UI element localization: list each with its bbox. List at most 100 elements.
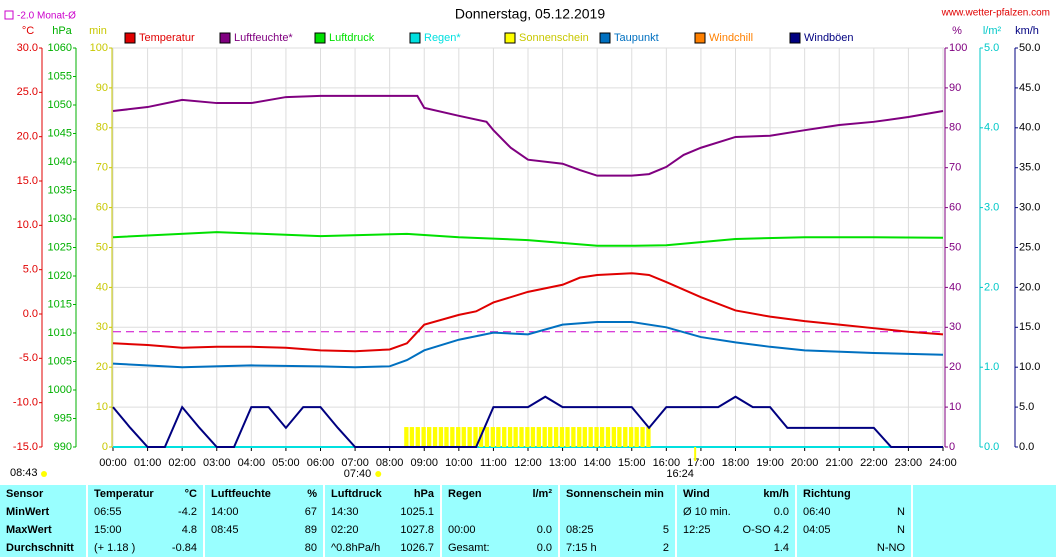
table-cell: [559, 503, 677, 521]
axis-unit: min: [89, 25, 107, 37]
table-row: Durchschnitt -0.84 (+ 1.18 ) 80 1026.7 ^0.8hP…: [0, 539, 1058, 557]
sunshine-bar: [582, 427, 587, 447]
sunshine-bar: [438, 427, 444, 447]
cell-text: Regen: [448, 488, 482, 500]
x-tick-label: 08:00: [376, 457, 404, 469]
y-tick-label: 0.0: [984, 441, 999, 453]
cell-text: (+ 1.18 ): [94, 542, 136, 554]
x-tick-label: 22:00: [860, 457, 888, 469]
table-cell: Durchschnitt: [0, 539, 88, 557]
y-tick-label: 60: [949, 202, 961, 214]
sunshine-bar: [571, 427, 576, 447]
sunshine-bar: [577, 427, 582, 447]
cell-text: 67: [304, 506, 317, 518]
y-tick-label: 100: [90, 42, 108, 54]
x-tick-label: 02:00: [168, 457, 196, 469]
sunshine-bar: [617, 427, 622, 447]
cell-text: 08:45: [211, 524, 239, 536]
sunrise-marker: [375, 471, 382, 477]
y-tick-label: 50: [96, 241, 108, 253]
y-tick-label: 100: [949, 42, 967, 54]
y-tick-label: 1045: [48, 127, 72, 139]
table-cell: -0.84 (+ 1.18 ): [87, 539, 205, 557]
legend-swatch: [599, 32, 611, 44]
cell-text: 1026.7: [400, 542, 434, 554]
cell-text: Durchschnitt: [6, 542, 74, 554]
table-cell: O-SO 4.2 12:25: [676, 521, 797, 539]
table-cell: km/h Wind: [676, 485, 797, 503]
series-line: [112, 94, 944, 177]
legend-swatch: [694, 32, 706, 44]
x-tick-label: 13:00: [549, 457, 577, 469]
legend-label: Temperatur: [139, 32, 195, 44]
x-tick-label: 09:00: [410, 457, 438, 469]
cell-text: 0.0: [536, 542, 552, 554]
cell-text: 0.0: [536, 524, 552, 536]
sunshine-bar: [519, 427, 524, 447]
y-tick-label: 30.0: [1019, 202, 1040, 214]
cell-text: Sonnenschein min: [566, 488, 664, 500]
table-cell: N-NO: [796, 539, 913, 557]
timestamp: 08:43: [10, 467, 38, 479]
y-tick-label: 80: [96, 122, 108, 134]
y-tick-label: 50.0: [1019, 42, 1040, 54]
table-cell: Sonnenschein min: [559, 485, 677, 503]
cell-text: 1027.8: [400, 524, 434, 536]
cell-text: Gesamt:: [448, 542, 490, 554]
cell-text: 06:55: [94, 506, 122, 518]
table-cell: % Luftfeuchte: [204, 485, 325, 503]
timestamp-marker: [41, 471, 47, 477]
y-tick-label: 1040: [48, 156, 72, 168]
y-tick-label: 10: [949, 401, 961, 413]
sunshine-bar: [444, 427, 449, 447]
sunshine-bar: [507, 427, 513, 447]
x-tick-label: 03:00: [203, 457, 231, 469]
cell-text: Luftfeuchte: [211, 488, 271, 500]
sunshine-bar: [427, 427, 432, 447]
series-line: [112, 395, 943, 448]
y-tick-label: 1050: [48, 99, 72, 111]
y-tick-label: 0: [949, 441, 955, 453]
cell-text: ^0.8hPa/h: [331, 542, 381, 554]
sunshine-bar: [542, 427, 547, 447]
y-tick-label: 1.0: [984, 361, 999, 373]
cell-text: 1.4: [773, 542, 789, 554]
table-cell: MinWert: [0, 503, 88, 521]
y-tick-label: 80: [949, 122, 961, 134]
x-tick-label: 04:00: [238, 457, 266, 469]
y-tick-label: 1030: [48, 213, 72, 225]
legend-swatch: [314, 32, 326, 44]
y-tick-label: 70: [949, 162, 961, 174]
y-tick-label: 20.0: [1019, 281, 1040, 293]
y-tick-label: 1005: [48, 355, 72, 367]
table-cell: 80: [204, 539, 325, 557]
axis-unit: °C: [22, 25, 34, 37]
cell-text: Richtung: [803, 488, 851, 500]
y-tick-label: 40.0: [1019, 122, 1040, 134]
table-cell: 1025.1 14:30: [324, 503, 442, 521]
sunshine-bar: [548, 427, 553, 447]
stats-table: Sensor °C Temperatur% Luftfeuchte hPa Luftdru…: [0, 485, 1058, 557]
legend-label: Sonnenschein: [519, 32, 589, 44]
x-tick-label: 15:00: [618, 457, 646, 469]
legend-label: Windböen: [804, 32, 854, 44]
cell-text: MinWert: [6, 506, 50, 518]
legend-swatch: [504, 32, 516, 44]
table-cell: Sensor: [0, 485, 88, 503]
table-cell: [912, 539, 1058, 557]
sunshine-bar: [634, 427, 639, 447]
series-line: [112, 320, 944, 369]
sunset-label: 16:24: [666, 468, 694, 480]
y-tick-label: -10.0: [13, 397, 38, 409]
x-tick-label: 01:00: [134, 457, 162, 469]
y-tick-label: 60: [96, 202, 108, 214]
cell-text: Temperatur: [94, 488, 154, 500]
y-tick-label: 20.0: [17, 131, 38, 143]
table-cell: -4.2 06:55: [87, 503, 205, 521]
cell-text: Wind: [683, 488, 710, 500]
x-tick-label: 07:00: [341, 457, 369, 469]
cell-text: N: [897, 524, 905, 536]
x-tick-label: 24:00: [929, 457, 957, 469]
cell-text: -4.2: [178, 506, 197, 518]
x-tick-label: 05:00: [272, 457, 300, 469]
